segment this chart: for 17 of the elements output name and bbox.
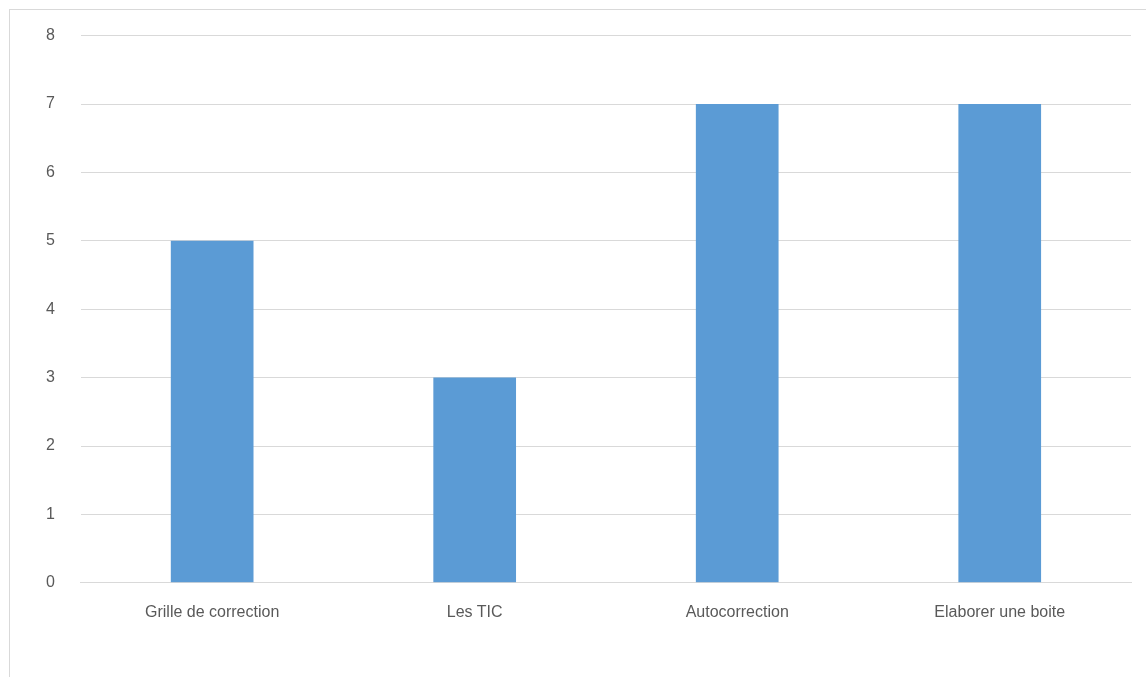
bar bbox=[958, 104, 1042, 583]
bar bbox=[695, 104, 779, 583]
x-tick-label: Elaborer une boite bbox=[934, 602, 1066, 620]
bar bbox=[170, 240, 254, 583]
y-tick-label: 8 bbox=[45, 26, 55, 44]
y-tick-label: 5 bbox=[45, 231, 55, 249]
y-tick-label: 6 bbox=[45, 162, 55, 180]
x-tick-label: Les TIC bbox=[446, 602, 503, 620]
bar bbox=[433, 377, 517, 583]
y-tick-label: 7 bbox=[45, 94, 55, 112]
y-tick-label: 4 bbox=[45, 299, 55, 317]
y-tick-label: 3 bbox=[45, 368, 55, 386]
y-tick-label: 2 bbox=[45, 436, 55, 454]
y-tick-label: 0 bbox=[45, 573, 55, 591]
x-tick-label: Grille de correction bbox=[145, 602, 280, 620]
x-tick-label: Autocorrection bbox=[685, 602, 789, 620]
y-tick-label: 1 bbox=[45, 504, 55, 522]
